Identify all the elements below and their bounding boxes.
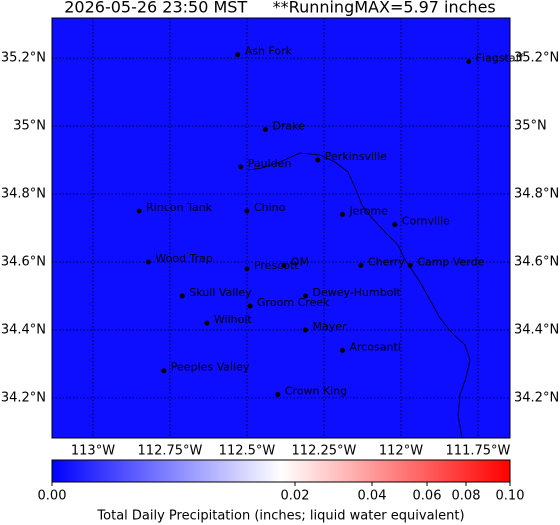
y-tick-label: 34.8°N	[1, 187, 46, 202]
y-tick-label: 34.4°N	[1, 322, 46, 337]
x-tick-label: 112.25°W	[292, 444, 357, 459]
y-tick-label: 34.8°N	[514, 187, 559, 202]
y-tick-label: 35°N	[13, 119, 46, 134]
place-label: Cherry	[368, 255, 405, 268]
place-dot	[161, 368, 167, 374]
place-dot	[204, 320, 210, 326]
place-label: Dewey-Humbolt	[312, 286, 401, 299]
y-tick-label: 34.6°N	[514, 254, 559, 269]
place-label: Perkinsville	[325, 150, 387, 163]
place-label: Paulden	[248, 157, 292, 170]
place-dot	[179, 293, 185, 299]
place-label: Wood Trap	[155, 252, 213, 265]
map-background	[52, 18, 510, 438]
y-tick-label: 35°N	[514, 119, 547, 134]
y-tick-label: 35.2°N	[1, 51, 46, 66]
title: 2026-05-26 23:50 MST **RunningMAX=5.97 i…	[64, 0, 496, 17]
place-dot	[315, 157, 321, 163]
place-label: Mayer	[312, 320, 347, 333]
place-label: Crown King	[285, 385, 347, 398]
place-dot	[244, 266, 250, 272]
river	[299, 152, 471, 439]
colorbar-label: Total Daily Precipitation (inches; liqui…	[96, 509, 464, 524]
map-frame	[51, 17, 511, 439]
place-label: Skull Valley	[189, 286, 252, 299]
place-label: Groom Creek	[257, 296, 330, 309]
place-dot	[407, 262, 413, 268]
place-dot	[302, 293, 308, 299]
y-tick-label: 34.2°N	[1, 390, 46, 405]
place-dot	[235, 52, 241, 58]
place-dot	[145, 259, 151, 265]
y-tick-label: 35.2°N	[514, 51, 559, 66]
place-dot	[238, 164, 244, 170]
place-label: Wilhoit	[214, 313, 253, 326]
y-tick-label: 34.4°N	[514, 322, 559, 337]
x-tick-label: 113°W	[71, 444, 115, 459]
colorbar-tick-label: 0.00	[38, 489, 67, 504]
map-layer: Ash Fork Flagstaff Drake Paulden Perkinsvill…	[52, 18, 524, 438]
place-label: Rincon Tank	[146, 201, 213, 214]
colorbar-tick-label: 0.06	[413, 489, 442, 504]
place-dot	[302, 327, 308, 333]
place-dot	[358, 262, 364, 268]
place-label: Camp Verde	[417, 255, 484, 268]
road	[247, 152, 301, 171]
place-dot	[339, 211, 345, 217]
place-dot	[392, 222, 398, 228]
place-dot	[281, 262, 287, 268]
place-dot	[466, 58, 472, 64]
place-label: Jerome	[348, 204, 388, 217]
x-tick-label: 111.75°W	[446, 444, 511, 459]
place-dot	[244, 208, 250, 214]
x-tick-label: 112.75°W	[138, 444, 203, 459]
place-label: Drake	[272, 119, 305, 132]
place-label: Cornville	[402, 215, 450, 228]
place-dot	[136, 208, 142, 214]
place-dot	[247, 303, 253, 309]
x-tick-label: 112.5°W	[219, 444, 276, 459]
place-label: Ash Fork	[245, 45, 293, 58]
place-label: Arcosanti	[349, 340, 400, 353]
x-tick-label: 112°W	[379, 444, 423, 459]
place-dot	[339, 347, 345, 353]
colorbar-tick-label: 0.08	[452, 489, 481, 504]
y-tick-label: 34.6°N	[1, 254, 46, 269]
colorbar-tick-label: 0.04	[358, 489, 387, 504]
colorbar	[51, 459, 511, 483]
place-label: Peeples Valley	[171, 361, 250, 374]
place-label: Chino	[254, 201, 286, 214]
colorbar-tick-label: 0.02	[281, 489, 310, 504]
place-label: Flagstaff	[476, 51, 524, 64]
colorbar-tick-label: 0.10	[496, 489, 525, 504]
place-label: Prescott	[254, 259, 299, 272]
place-dot	[262, 126, 268, 132]
place-label: OM	[291, 255, 309, 268]
y-tick-label: 34.2°N	[514, 390, 559, 405]
place-dot	[275, 392, 281, 398]
